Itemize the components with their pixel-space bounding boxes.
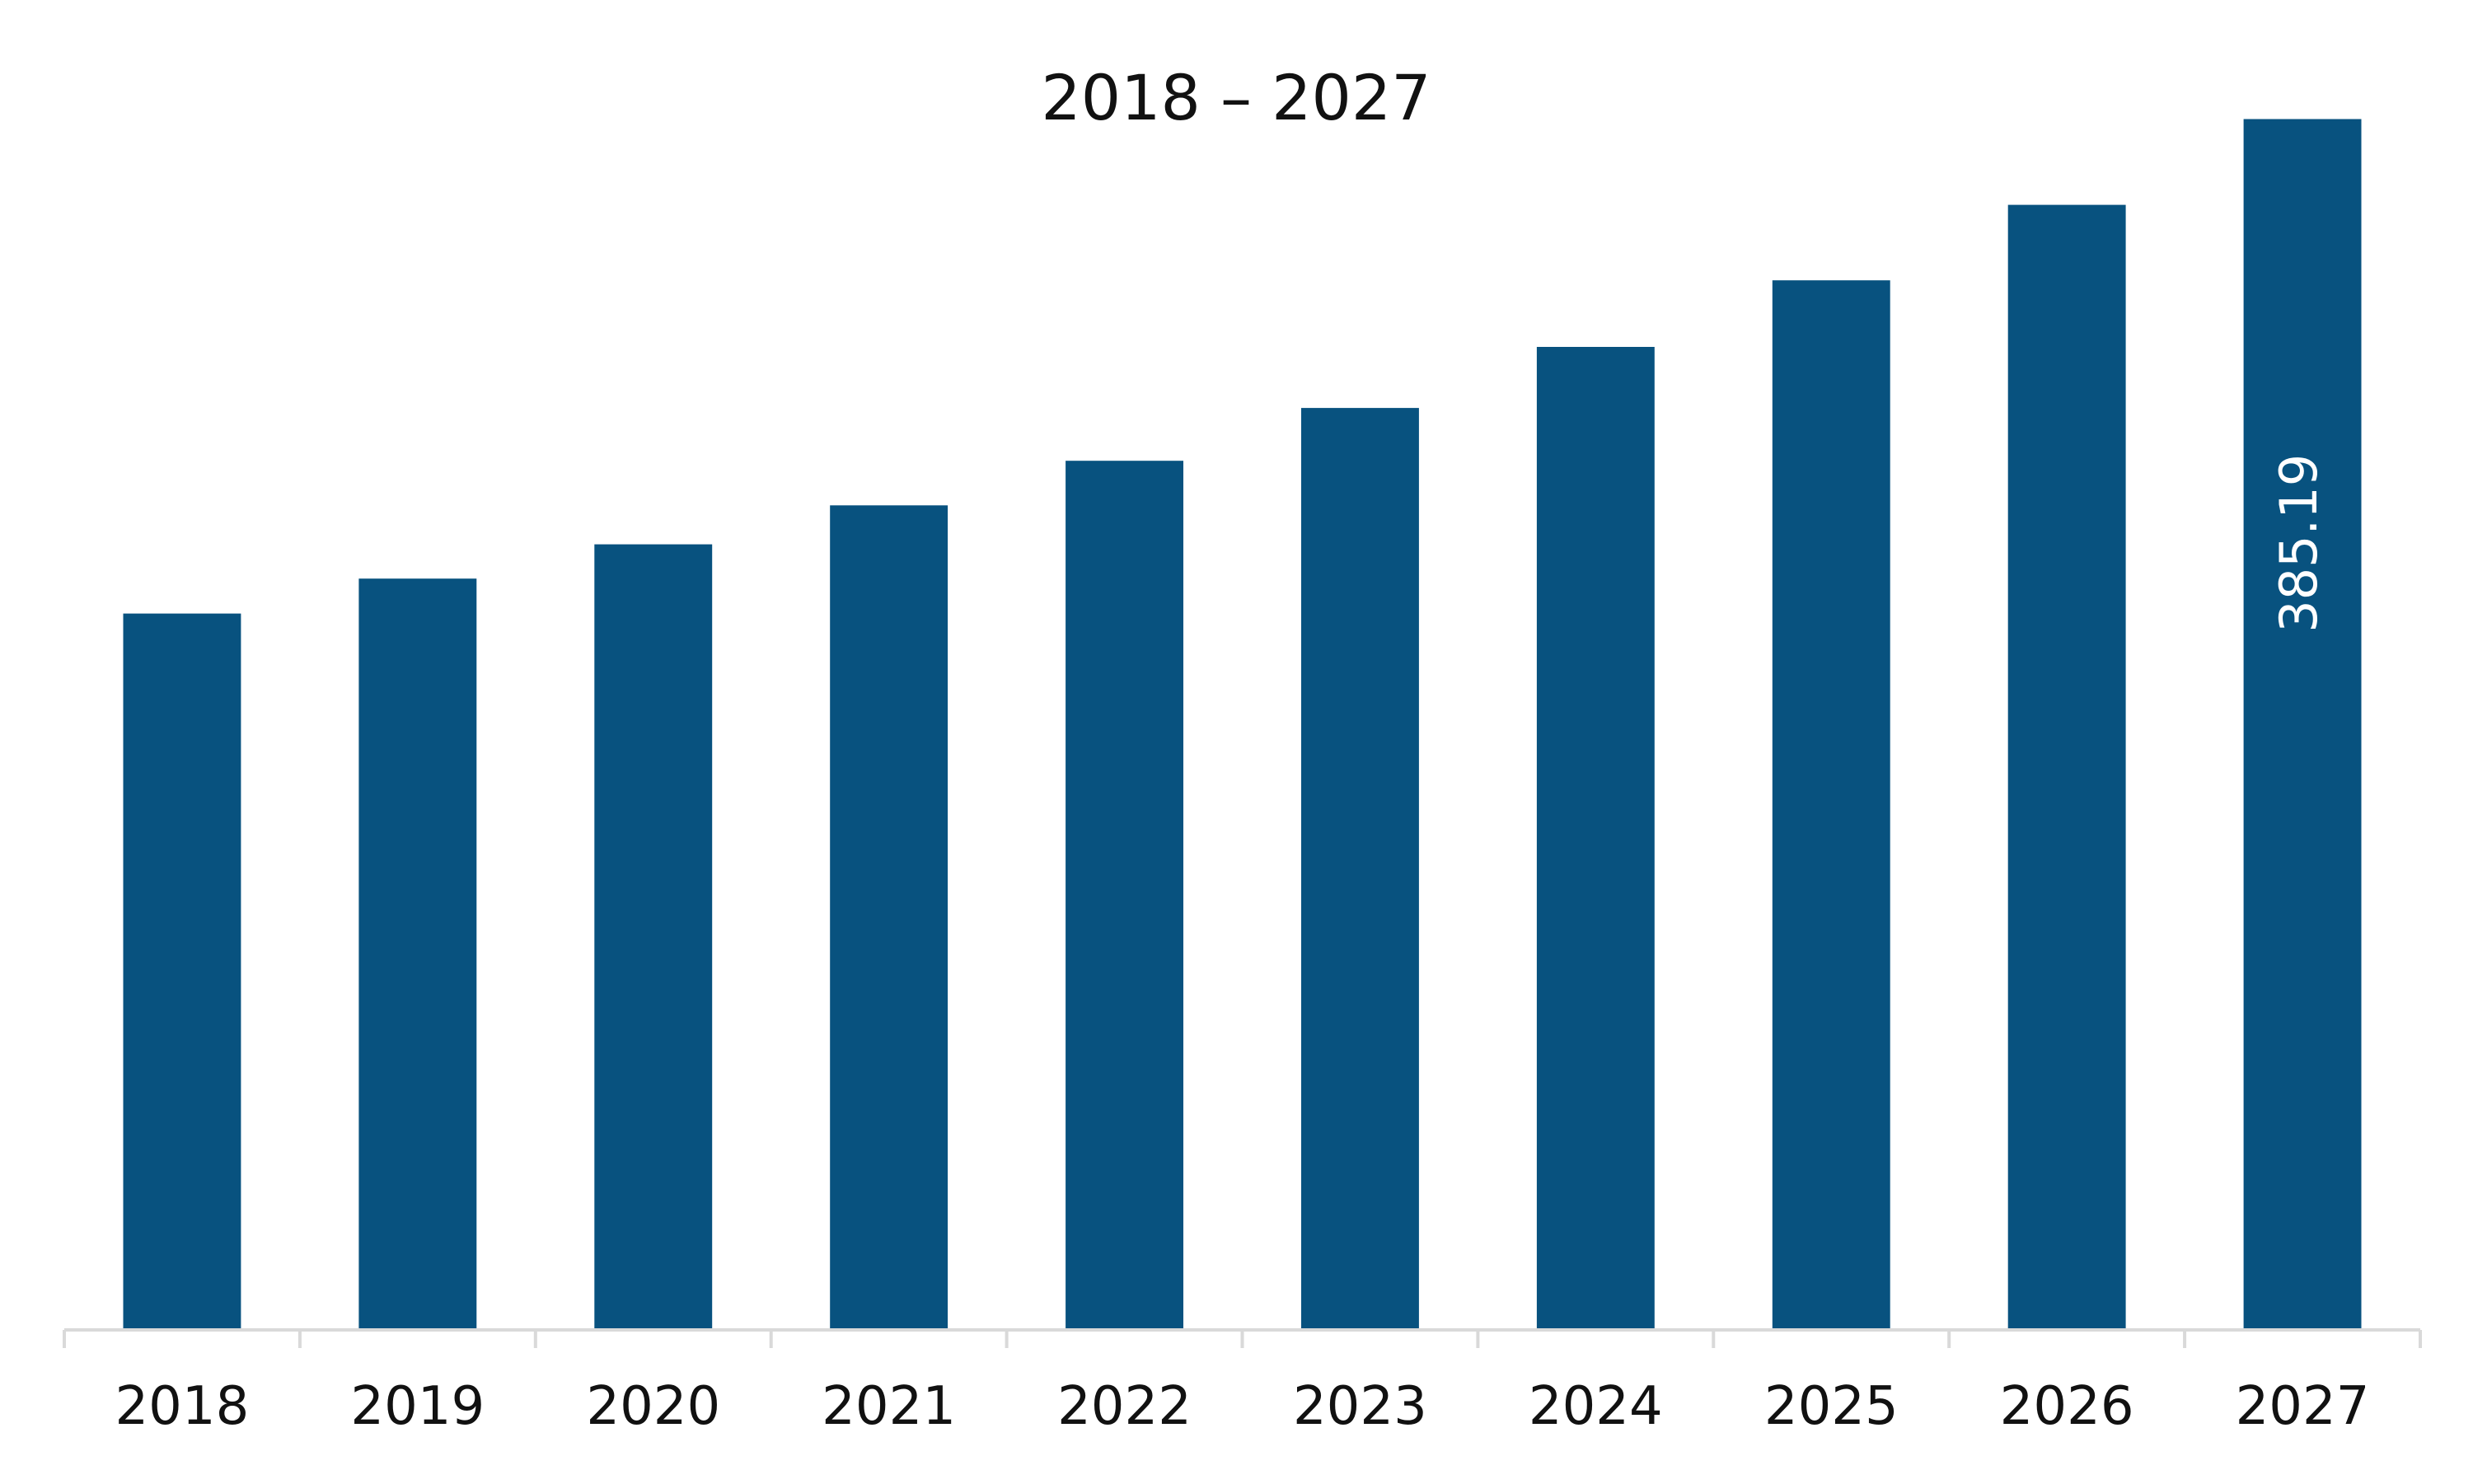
chart-title: 2018 – 2027 [1041,61,1431,134]
x-tick-labels: 2018 2019 2020 2021 2022 2023 2024 2025 2026 2027 [115,1376,2369,1437]
bar-2024 [1536,347,1655,1330]
x-tick-label-2022: 2022 [1057,1376,1192,1437]
x-tick-label-2023: 2023 [1293,1376,1427,1437]
x-tick-label-2018: 2018 [115,1376,249,1437]
bar-2026 [2007,204,2126,1331]
bars-layer [123,119,2362,1331]
bar-2022 [1066,461,1183,1331]
x-tick-label-2020: 2020 [586,1376,720,1437]
data-labels: 385.19 [2269,454,2329,633]
x-tick-label-2024: 2024 [1529,1376,1663,1437]
bar-2023 [1301,408,1419,1331]
x-tick-label-2021: 2021 [822,1376,956,1437]
x-axis [63,1328,2422,1348]
x-tick-label-2026: 2026 [2000,1376,2134,1437]
bar-2018 [123,613,241,1330]
bar-2019 [358,578,477,1330]
x-tick-label-2027: 2027 [2236,1376,2370,1437]
data-label-2027: 385.19 [2269,454,2329,633]
bar-2027 [2243,119,2362,1330]
bar-2025 [1772,280,1890,1331]
bar-2021 [830,505,948,1330]
x-tick-label-2019: 2019 [350,1376,485,1437]
bar-2020 [594,544,713,1330]
x-tick-label-2025: 2025 [1764,1376,1899,1437]
